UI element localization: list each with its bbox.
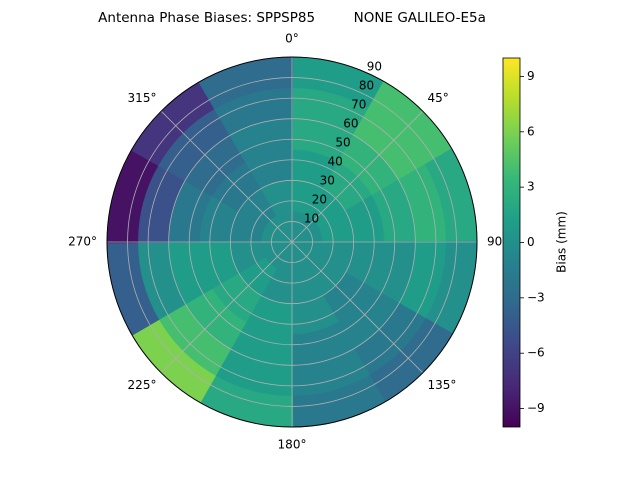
angular-grid-line	[160, 110, 293, 243]
theta-tick-label: 90	[487, 235, 502, 249]
colorbar-tick-label: 6	[527, 124, 535, 138]
colorbar-label: Bias (mm)	[555, 211, 569, 273]
polar-grid	[106, 56, 478, 428]
colorbar-tick-label: 9	[527, 69, 535, 83]
theta-tick-label: 135°	[428, 378, 457, 392]
r-tick-label: 40	[327, 155, 342, 169]
colorbar-tick-label: −9	[527, 401, 545, 415]
theta-tick-label: 225°	[128, 378, 157, 392]
angular-grid-line	[160, 241, 293, 374]
angular-grid-line	[291, 241, 424, 374]
theta-tick-label: 0°	[285, 32, 299, 46]
colorbar-tick-label: 0	[527, 235, 535, 249]
r-tick-label: 30	[320, 174, 335, 188]
r-tick-label: 80	[359, 79, 374, 93]
colorbar	[502, 57, 521, 428]
r-tick-label: 20	[312, 193, 327, 207]
theta-tick-label: 270°	[68, 235, 97, 249]
colorbar-tick-label: −3	[527, 290, 545, 304]
angular-grid-line	[291, 110, 424, 243]
polar-frame	[106, 56, 478, 428]
colorbar-tick-label: 3	[527, 180, 535, 194]
theta-tick-label: 315°	[128, 91, 157, 105]
r-tick-label: 10	[304, 212, 319, 226]
theta-tick-label: 45°	[428, 91, 449, 105]
r-tick-label: 50	[335, 136, 350, 150]
colorbar-tick-label: −6	[527, 346, 545, 360]
r-tick-label: 90	[367, 60, 382, 74]
chart-title: Antenna Phase Biases: SPPSP85 NONE GALIL…	[98, 10, 486, 26]
r-tick-label: 60	[343, 117, 358, 131]
r-tick-label: 70	[351, 98, 366, 112]
theta-tick-label: 180°	[278, 438, 307, 452]
